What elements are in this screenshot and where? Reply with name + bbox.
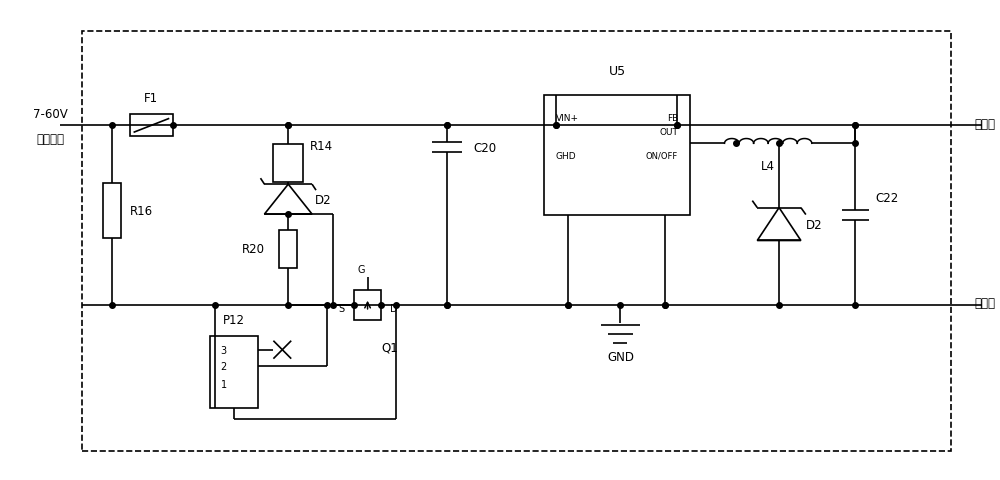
- Text: P12: P12: [223, 313, 245, 326]
- Text: Q1: Q1: [381, 340, 398, 353]
- Text: G: G: [358, 264, 365, 275]
- Text: D: D: [390, 303, 397, 313]
- Text: VIN+: VIN+: [556, 114, 579, 122]
- Text: F1: F1: [144, 92, 158, 105]
- Text: 7-60V: 7-60V: [33, 108, 68, 120]
- Bar: [279, 230, 297, 268]
- Text: 3: 3: [221, 345, 227, 355]
- Bar: [103, 183, 121, 238]
- Text: R20: R20: [242, 243, 265, 256]
- Text: 正极输入: 正极输入: [36, 132, 64, 145]
- Text: U5: U5: [608, 65, 626, 78]
- Text: C22: C22: [876, 191, 899, 204]
- Bar: [354, 290, 381, 320]
- Text: ON/OFF: ON/OFF: [646, 151, 678, 160]
- Bar: [544, 96, 690, 216]
- Text: S: S: [339, 303, 345, 313]
- Text: L4: L4: [761, 159, 775, 172]
- Bar: [130, 115, 173, 137]
- Text: GND: GND: [607, 350, 634, 363]
- Text: 输出负: 输出负: [974, 297, 995, 310]
- Text: FB: FB: [667, 114, 678, 122]
- Text: C20: C20: [473, 142, 496, 155]
- Text: OUT: OUT: [659, 128, 678, 136]
- Bar: [273, 145, 303, 183]
- Text: D2: D2: [315, 193, 331, 206]
- Text: 输出正: 输出正: [974, 118, 995, 131]
- Text: R16: R16: [130, 204, 153, 217]
- Text: 1: 1: [221, 379, 227, 389]
- Text: R14: R14: [309, 140, 333, 153]
- Text: D2: D2: [805, 218, 822, 231]
- Text: 2: 2: [221, 361, 227, 371]
- Bar: [210, 336, 258, 408]
- Text: GHD: GHD: [556, 151, 577, 160]
